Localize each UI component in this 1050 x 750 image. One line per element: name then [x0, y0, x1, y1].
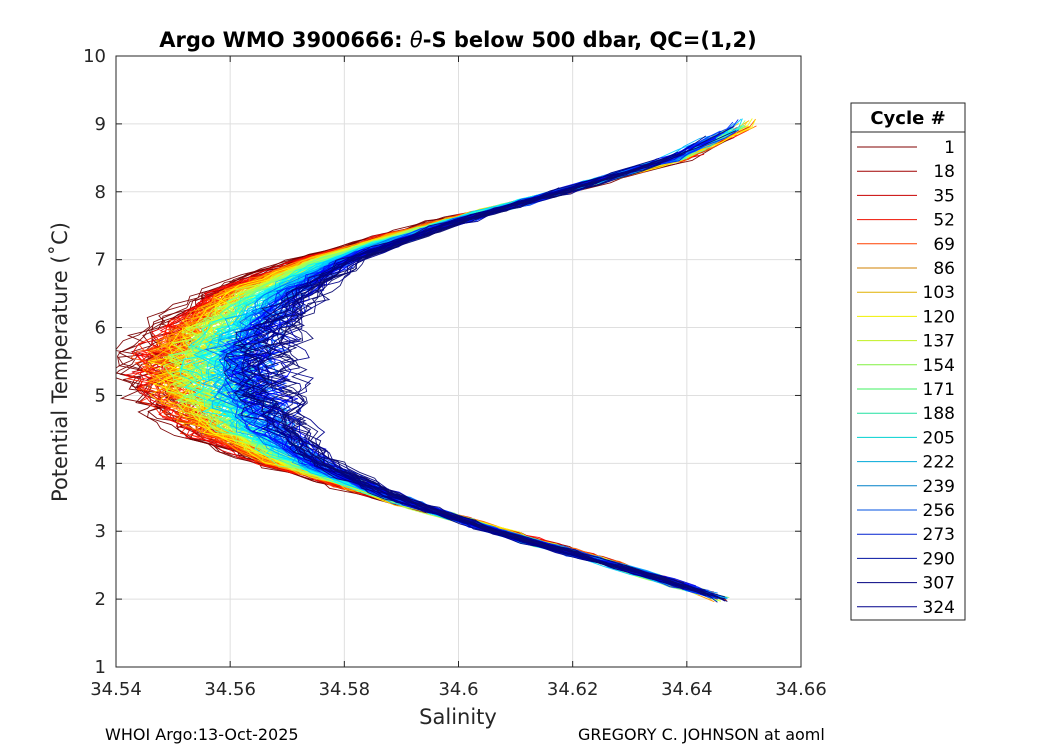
y-axis-label: Potential Temperature (˚C)	[48, 222, 72, 502]
y-tick-label: 4	[95, 453, 106, 474]
x-tick-label: 34.54	[90, 679, 142, 700]
profile-line	[274, 162, 686, 587]
y-tick-label: 1	[95, 657, 106, 678]
legend-label: 103	[923, 283, 955, 303]
legend-label: 307	[923, 574, 955, 594]
y-tick-label: 9	[95, 114, 106, 135]
legend-label: 222	[923, 453, 955, 473]
legend-label: 137	[923, 332, 955, 352]
footer-right-text: GREGORY C. JOHNSON at aoml	[578, 725, 825, 744]
x-tick-label: 34.6	[438, 679, 478, 700]
chart-title: Argo WMO 3900666: θ-S below 500 dbar, QC…	[159, 28, 756, 52]
footer-left-text: WHOI Argo:13-Oct-2025	[105, 725, 299, 744]
y-tick-label: 7	[95, 250, 106, 271]
legend-label: 205	[923, 428, 955, 448]
legend-label: 256	[923, 501, 955, 521]
legend-entries: 1 18 35 52 69 86 103 120 137 154 171 188 205 222 239 25…	[857, 138, 955, 618]
legend-label: 69	[933, 235, 955, 255]
legend: Cycle # 1 18 35 52 69 86 103 120 137 154 171 188 205…	[850, 102, 966, 621]
legend-label: 171	[923, 380, 955, 400]
plot-area	[116, 118, 757, 603]
profile-line	[279, 185, 726, 598]
x-tick-label: 34.58	[319, 679, 371, 700]
legend-label: 1	[944, 138, 955, 158]
y-tick-label: 10	[83, 46, 106, 67]
y-tick-label: 5	[95, 385, 106, 406]
profile-line	[236, 158, 680, 587]
y-tick-label: 3	[95, 521, 106, 542]
x-axis-label: Salinity	[419, 705, 497, 729]
y-tick-label: 2	[95, 589, 106, 610]
legend-label: 188	[923, 404, 955, 424]
profile-line	[241, 135, 707, 597]
legend-label: 273	[923, 525, 955, 545]
legend-label: 239	[923, 477, 955, 497]
legend-label: 18	[933, 162, 955, 182]
profile-line	[245, 183, 726, 602]
legend-title: Cycle #	[870, 108, 945, 129]
x-tick-label: 34.64	[661, 679, 713, 700]
profile-line	[268, 130, 737, 585]
x-tick-label: 34.62	[547, 679, 599, 700]
legend-label: 154	[923, 356, 955, 376]
y-tick-label: 8	[95, 182, 106, 203]
x-tick-label: 34.66	[775, 679, 827, 700]
legend-label: 52	[933, 211, 955, 231]
tick-layer: 34.54 34.56 34.58 34.6 34.62 34.64 34.66 1 2 3 4 5 6…	[83, 46, 827, 700]
series-layer	[116, 118, 757, 603]
y-tick-label: 6	[95, 318, 106, 339]
x-tick-label: 34.56	[204, 679, 256, 700]
legend-label: 324	[923, 598, 955, 618]
profile-line	[225, 187, 712, 598]
legend-label: 290	[923, 549, 955, 569]
legend-label: 35	[933, 186, 955, 206]
legend-label: 86	[933, 259, 955, 279]
legend-label: 120	[923, 307, 955, 327]
